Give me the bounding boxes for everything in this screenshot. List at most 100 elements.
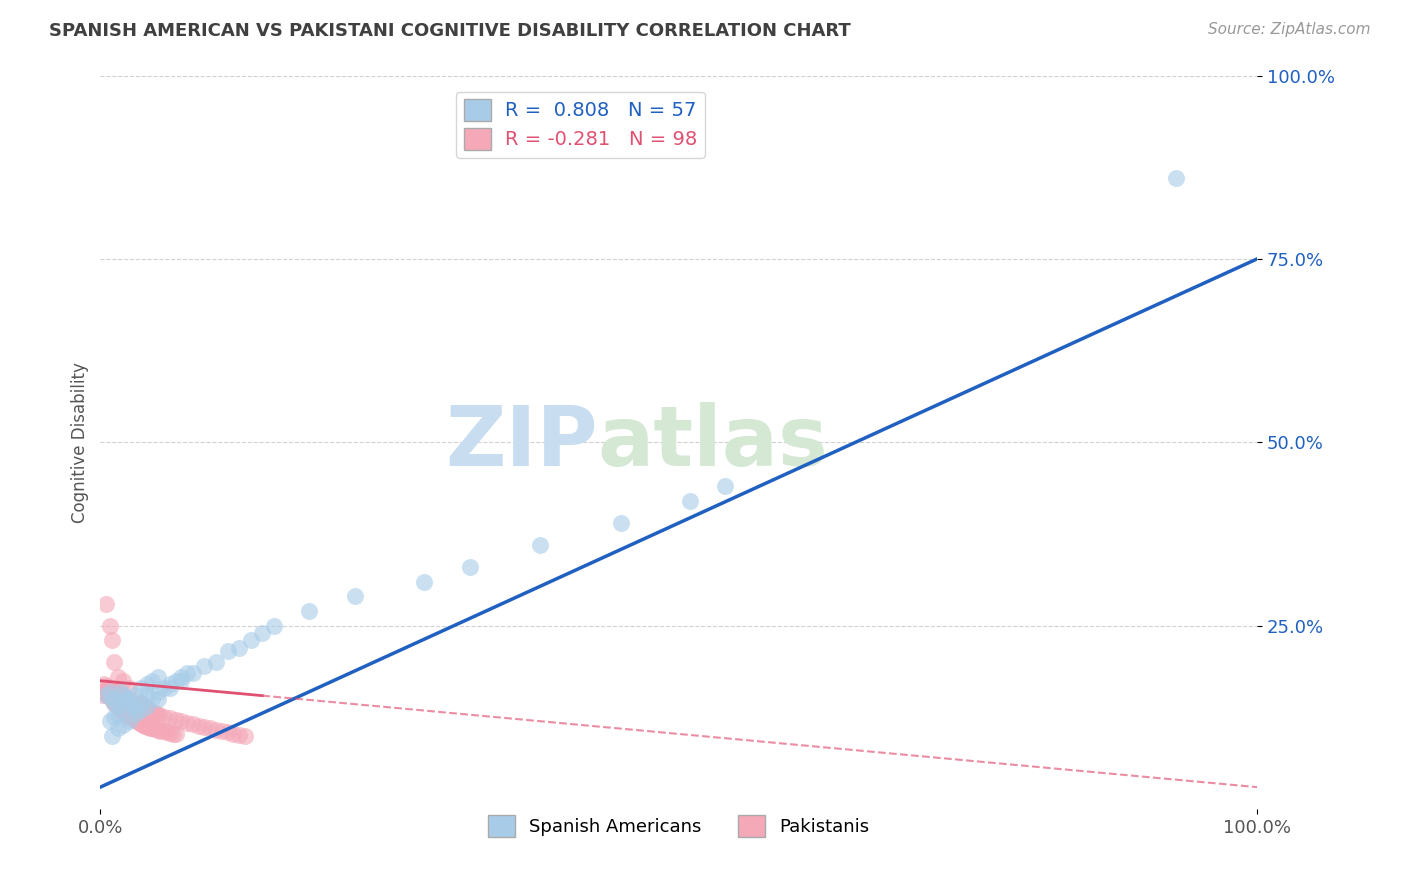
Point (94, 686, 117, 700)
Point (121, 710, 143, 724)
Point (101, 633, 124, 648)
Point (107, 699, 129, 714)
Point (129, 681, 152, 695)
Point (146, 706, 169, 721)
Point (181, 717, 204, 731)
Point (714, 479, 737, 493)
Point (153, 681, 176, 695)
Point (135, 689, 157, 703)
Point (121, 699, 143, 714)
Point (118, 693, 141, 707)
Point (170, 673, 193, 688)
Point (115, 707, 138, 722)
Point (124, 703, 146, 717)
Point (148, 670, 170, 684)
Point (114, 706, 136, 721)
Point (141, 692, 163, 706)
Point (103, 696, 125, 710)
Point (118, 714, 141, 728)
Point (228, 640, 250, 655)
Point (159, 677, 181, 691)
Point (104, 685, 127, 699)
Point (104, 697, 127, 711)
Point (129, 696, 152, 710)
Point (93, 677, 115, 691)
Point (94, 689, 117, 703)
Point (413, 574, 436, 589)
Point (135, 719, 157, 733)
Point (205, 723, 228, 737)
Point (94, 679, 117, 693)
Point (124, 689, 146, 703)
Point (200, 722, 222, 736)
Text: atlas: atlas (598, 401, 828, 483)
Point (108, 688, 131, 702)
Point (135, 699, 157, 714)
Point (114, 692, 136, 706)
Point (136, 702, 159, 716)
Point (170, 670, 193, 684)
Point (149, 723, 172, 738)
Point (135, 677, 157, 691)
Point (181, 666, 204, 681)
Point (138, 720, 160, 734)
Point (107, 722, 129, 736)
Point (132, 718, 155, 732)
Point (114, 706, 136, 720)
Point (162, 726, 184, 740)
Point (96, 683, 118, 698)
Point (460, 560, 482, 574)
Point (129, 699, 152, 714)
Text: Source: ZipAtlas.com: Source: ZipAtlas.com (1208, 22, 1371, 37)
Point (129, 696, 152, 710)
Point (141, 705, 163, 719)
Point (165, 727, 187, 741)
Point (132, 700, 155, 714)
Point (139, 704, 162, 718)
Point (222, 726, 245, 740)
Point (114, 690, 136, 705)
Point (131, 717, 153, 731)
Point (97, 686, 120, 700)
Point (165, 673, 187, 688)
Point (118, 709, 141, 723)
Point (91, 689, 114, 703)
Point (122, 712, 145, 726)
Point (610, 516, 633, 530)
Point (115, 692, 138, 706)
Point (112, 673, 135, 688)
Point (148, 685, 170, 699)
Point (252, 626, 274, 640)
Point (121, 711, 143, 725)
Point (217, 725, 239, 739)
Point (239, 633, 262, 648)
Point (118, 696, 141, 710)
Point (124, 706, 146, 721)
Point (136, 720, 159, 734)
Point (98, 689, 121, 703)
Point (139, 721, 162, 735)
Point (165, 713, 187, 727)
Point (125, 697, 148, 711)
Point (122, 697, 145, 711)
Point (134, 718, 156, 732)
Point (100, 690, 122, 705)
Point (141, 722, 163, 736)
Point (112, 705, 135, 719)
Point (101, 692, 124, 706)
Point (98, 685, 121, 699)
Point (187, 718, 209, 732)
Point (134, 718, 156, 732)
Point (128, 715, 150, 730)
Point (176, 666, 198, 681)
Point (94, 685, 117, 699)
Point (143, 722, 166, 736)
Point (343, 590, 366, 604)
Point (153, 709, 176, 723)
Text: ZIP: ZIP (446, 401, 598, 483)
Point (148, 723, 170, 737)
Point (105, 698, 128, 712)
Point (98, 618, 121, 632)
Point (679, 494, 702, 508)
Point (159, 711, 181, 725)
